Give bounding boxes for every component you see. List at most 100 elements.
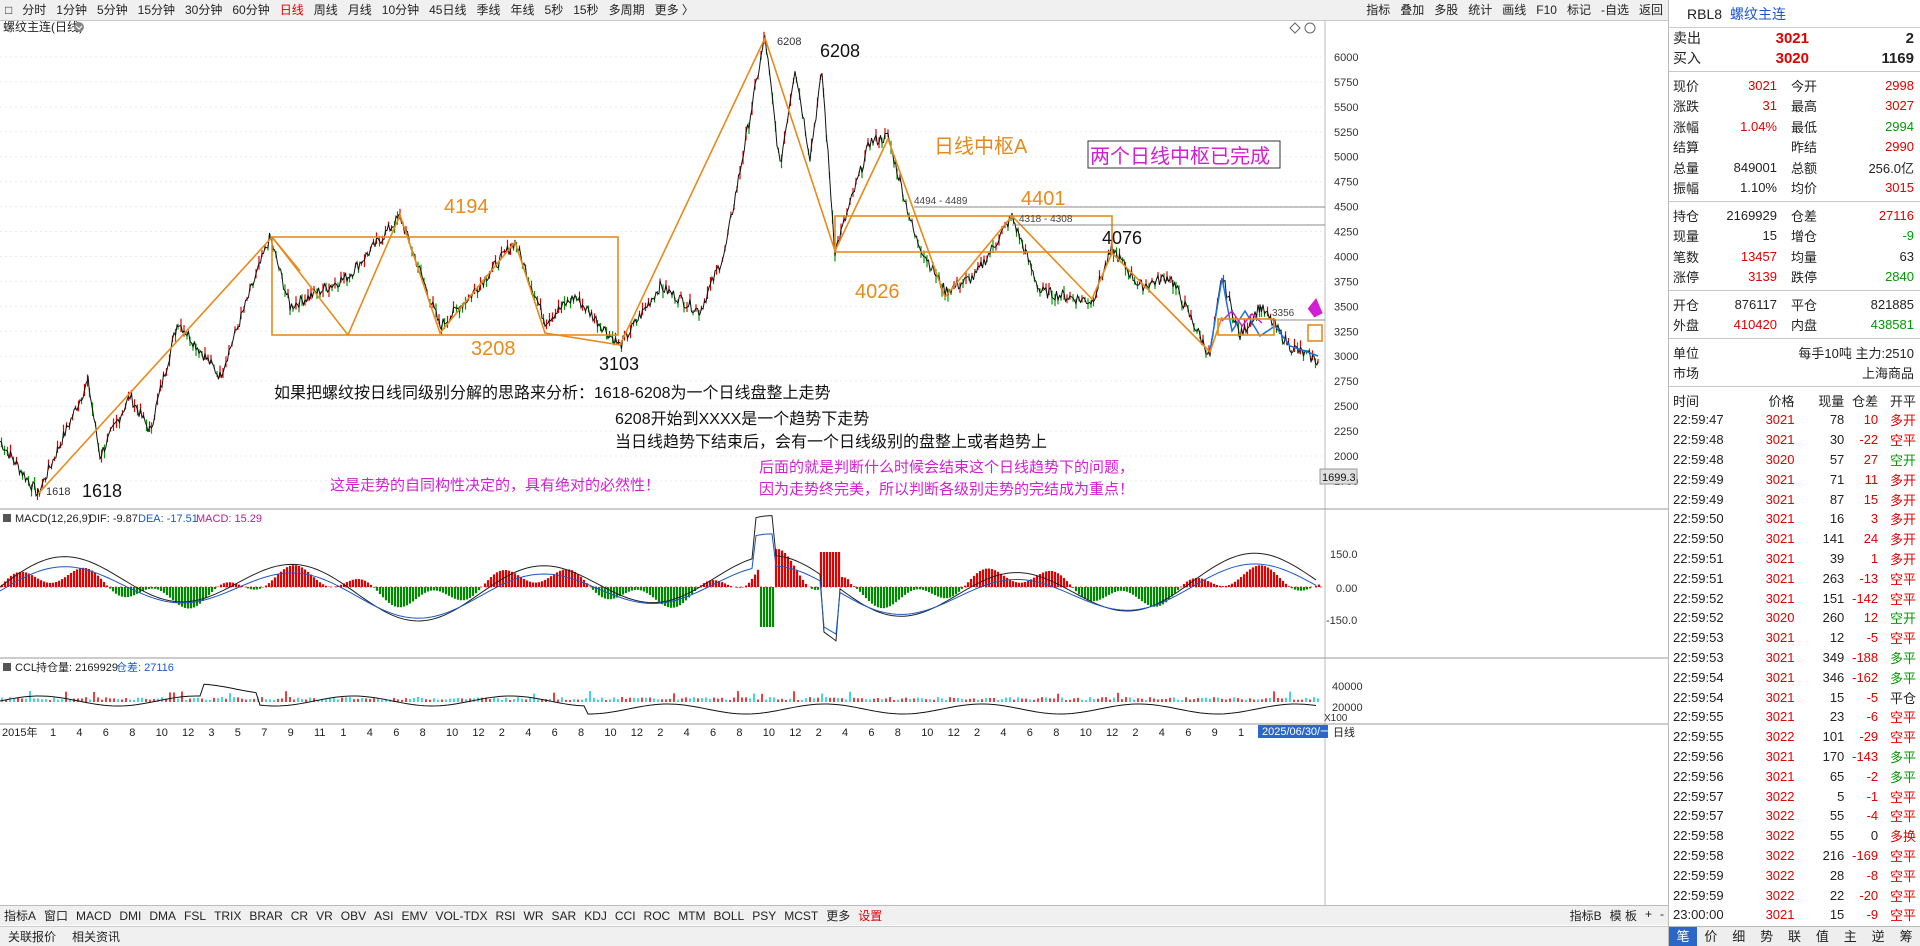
indicator-tab[interactable]: BRAR <box>249 908 283 923</box>
panel-tab[interactable]: 逆 <box>1871 929 1885 944</box>
indicator-tab[interactable]: DMI <box>119 908 142 923</box>
period-tab[interactable]: 分时 <box>22 2 47 17</box>
indicator-tab[interactable]: TRIX <box>214 908 242 923</box>
toolbar-button[interactable]: 统计 <box>1468 3 1493 17</box>
indicator-tab[interactable]: ROC <box>643 908 671 923</box>
toolbar-button[interactable]: F10 <box>1536 3 1557 17</box>
tick-list[interactable]: 22:59:47 3021 78 10 多开 22:59:48 3021 30 -22 空平 22:… <box>1669 410 1920 925</box>
period-tab[interactable]: 30分钟 <box>185 2 223 17</box>
status-link[interactable]: 关联报价 <box>8 930 57 944</box>
indicator-tab[interactable]: MACD <box>76 908 112 923</box>
toolbar-button[interactable]: 返回 <box>1638 3 1663 17</box>
indicator-tab[interactable]: MTM <box>678 908 706 923</box>
panel-tab[interactable]: 笔 <box>1669 927 1697 946</box>
status-link[interactable]: 相关资讯 <box>72 930 121 944</box>
xaxis-month: 4 <box>842 727 848 739</box>
settings-icon[interactable] <box>1304 22 1316 34</box>
tick-time: 22:59:51 <box>1673 550 1724 566</box>
xaxis-month: 4 <box>76 727 82 739</box>
panel-tab[interactable]: 值 <box>1815 929 1829 944</box>
period-tab[interactable]: 月线 <box>347 2 372 17</box>
indicator-tab[interactable]: VOL-TDX <box>435 908 488 923</box>
period-tab[interactable]: 更多 〉 <box>654 2 694 17</box>
period-tab[interactable]: 周线 <box>313 2 338 17</box>
indicator-tab[interactable]: 更多 <box>826 909 851 923</box>
panel-tab[interactable]: 细 <box>1732 929 1746 944</box>
indicator-tab[interactable]: CCI <box>614 908 636 923</box>
indicator-tab[interactable]: OBV <box>340 908 367 923</box>
toolbar-button[interactable]: 叠加 <box>1400 3 1425 17</box>
label-3208: 3208 <box>471 338 516 360</box>
indicator-tab[interactable]: FSL <box>184 908 207 923</box>
panel-tab[interactable]: 主 <box>1843 929 1857 944</box>
tick-time: 22:59:58 <box>1673 847 1724 863</box>
period-tab[interactable]: 15秒 <box>573 2 599 17</box>
price-tick: 5750 <box>1334 77 1358 89</box>
toolbar-button[interactable]: 画线 <box>1502 3 1527 17</box>
indicator-tab[interactable]: BOLL <box>713 908 745 923</box>
indicator-tab[interactable]: 窗口 <box>44 909 69 923</box>
instrument-name[interactable]: 螺纹主连 <box>1730 5 1787 22</box>
period-tab[interactable]: 多周期 <box>608 2 645 17</box>
xaxis-month: 1 <box>1238 727 1244 739</box>
toolbar-button[interactable]: 标记 <box>1566 3 1591 17</box>
toolbar-button[interactable]: -自选 <box>1600 3 1629 17</box>
tick-time: 22:59:57 <box>1673 808 1724 824</box>
tick-volume: 5 <box>1837 788 1845 804</box>
quote-row: 涨跌 31 最高 3027 <box>1669 96 1920 117</box>
tick-oi-change: -1 <box>1866 788 1879 804</box>
label-4401: 4401 <box>1021 188 1066 210</box>
indicator-tab-right[interactable]: 模 板 <box>1609 909 1637 923</box>
panel-tab[interactable]: 势 <box>1760 929 1774 944</box>
period-tab[interactable]: 15分钟 <box>137 2 175 17</box>
period-tab[interactable]: 5分钟 <box>96 2 128 17</box>
indicator-tab[interactable]: ASI <box>374 908 394 923</box>
toolbar-button[interactable]: 多股 <box>1434 3 1459 17</box>
quote-value: 2840 <box>1885 269 1914 285</box>
label-3103: 3103 <box>599 354 639 374</box>
panel-tab[interactable]: 筹 <box>1899 929 1913 944</box>
indicator-tab[interactable]: EMV <box>401 908 428 923</box>
xaxis-month: 2 <box>1132 727 1138 739</box>
indicator-tab[interactable]: SAR <box>551 908 577 923</box>
period-tab[interactable]: 10分钟 <box>381 2 420 17</box>
indicator-tab[interactable]: WR <box>523 908 544 923</box>
indicator-tab[interactable]: 指标A <box>4 909 37 923</box>
indicator-tab[interactable]: VR <box>316 908 333 923</box>
zhongshu-box-2 <box>834 215 1113 253</box>
xaxis-month: 6 <box>552 727 558 739</box>
panel-tab[interactable]: 联 <box>1788 929 1802 944</box>
menu-icon[interactable]: □ <box>5 2 13 17</box>
period-tab[interactable]: 45日线 <box>429 2 467 17</box>
indicator-tab[interactable]: CR <box>290 908 309 923</box>
macd-collapse-icon[interactable] <box>3 514 11 522</box>
period-tab[interactable]: 日线 <box>279 2 304 17</box>
period-tab[interactable]: 1分钟 <box>56 2 87 17</box>
period-tab[interactable]: 年线 <box>510 2 535 17</box>
structure-sub <box>271 236 301 272</box>
indicator-tab[interactable]: PSY <box>752 908 777 923</box>
ccl-collapse-icon[interactable] <box>3 663 11 671</box>
panel-tab[interactable]: 价 <box>1704 929 1718 944</box>
bid-label: 买入 <box>1673 50 1701 66</box>
indicator-tab[interactable]: RSI <box>495 908 516 923</box>
indicator-tab[interactable]: MCST <box>784 908 819 923</box>
indicator-tab-right[interactable]: + <box>1644 907 1652 921</box>
indicator-tab[interactable]: 设置 <box>858 909 883 923</box>
indicator-tab-right[interactable]: 指标B <box>1569 909 1602 923</box>
toolbar-button[interactable]: 指标 <box>1366 3 1391 17</box>
tick-type: 空平 <box>1889 730 1916 746</box>
indicator-tab[interactable]: KDJ <box>584 908 607 923</box>
period-tab[interactable]: 5秒 <box>544 2 564 17</box>
current-price-box <box>1319 468 1358 485</box>
period-tab[interactable]: 60分钟 <box>232 2 270 17</box>
chart-area[interactable]: 6000 5750 5500 5250 5000 4750 4500 4250 4000 3750… <box>0 21 1668 905</box>
chart-menu-icon[interactable] <box>74 22 84 32</box>
kline-chart-svg[interactable]: 6000575055005250500047504500425040003750… <box>0 21 1668 905</box>
indicator-tab[interactable]: DMA <box>149 908 177 923</box>
diamond-icon[interactable] <box>1289 22 1301 34</box>
market-label: 市场 <box>1673 366 1700 382</box>
indicator-tab-right[interactable]: - <box>1660 907 1664 921</box>
tick-row: 22:59:49 3021 87 15 多开 <box>1669 489 1920 509</box>
period-tab[interactable]: 季线 <box>476 2 501 17</box>
